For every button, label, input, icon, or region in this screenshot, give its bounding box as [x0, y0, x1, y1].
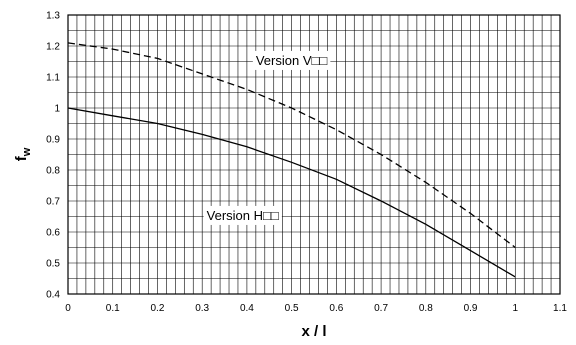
- series-line-version-h: [67, 107, 516, 278]
- series-line-version-v: [67, 42, 516, 249]
- x-tick-label: 1.1: [553, 303, 567, 314]
- series-annotation: Version V□□: [252, 50, 331, 70]
- y-tick-label: 0.8: [46, 166, 60, 177]
- x-tick-label: 0.1: [106, 303, 120, 314]
- x-axis-label: x / l: [301, 323, 326, 340]
- y-axis-label: fw: [13, 147, 33, 161]
- annotation-label: Version H□□: [207, 208, 279, 223]
- chart-annotations: Version V□□ Version H□□: [203, 50, 331, 225]
- annotation-background: [203, 205, 282, 225]
- x-tick-label: 0.7: [374, 303, 388, 314]
- y-tick-label: 0.9: [46, 135, 60, 146]
- annotation-background: [252, 50, 331, 70]
- y-tick-label: 0.4: [46, 290, 60, 301]
- y-tick-label: 0.6: [46, 228, 60, 239]
- x-tick-label: 0.9: [464, 303, 478, 314]
- y-tick-label: 1.1: [46, 73, 60, 84]
- x-tick-label: 0.8: [419, 303, 433, 314]
- annotation-label: Version V□□: [256, 53, 327, 68]
- y-axis-ticks: 0.4 0.5 0.6 0.7 0.8 0.9 1 1.1 1.2 1.3: [46, 11, 60, 301]
- x-tick-label: 0.2: [151, 303, 165, 314]
- x-tick-label: 0.3: [195, 303, 209, 314]
- x-tick-label: 0: [65, 303, 71, 314]
- x-axis-ticks: 0 0.1 0.2 0.3 0.4 0.5 0.6 0.7 0.8 0.9 1 1.1: [65, 303, 567, 314]
- x-tick-label: 1: [512, 303, 518, 314]
- y-tick-label: 0.5: [46, 259, 60, 270]
- plot-frame: [67, 14, 561, 295]
- y-tick-label: 0.7: [46, 197, 60, 208]
- y-axis-label-subscript: w: [21, 147, 33, 157]
- y-tick-label: 1.2: [46, 42, 60, 53]
- x-tick-label: 0.5: [285, 303, 299, 314]
- series-annotation: Version H□□: [203, 205, 282, 225]
- y-tick-label: 1: [54, 104, 60, 115]
- y-axis-label-main: f: [13, 155, 30, 161]
- chart-series: [67, 42, 516, 278]
- y-tick-label: 1.3: [46, 11, 60, 22]
- x-tick-label: 0.4: [240, 303, 254, 314]
- x-tick-label: 0.6: [329, 303, 343, 314]
